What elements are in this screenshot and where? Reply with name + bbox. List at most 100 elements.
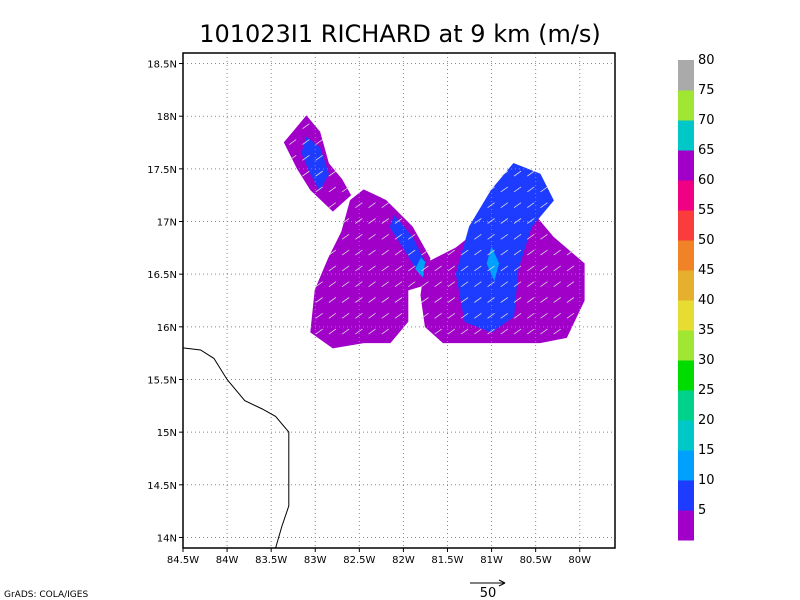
y-tick-label: 18.5N: [147, 60, 177, 71]
colorbar-label: 65: [698, 143, 715, 158]
colorbar-label: 75: [698, 83, 715, 98]
wind-vector: [500, 297, 509, 303]
x-tick-label: 82.5W: [343, 555, 375, 566]
wind-vector: [553, 328, 561, 335]
wind-vector: [421, 312, 429, 319]
wind-vector: [513, 297, 522, 303]
wind-vector: [341, 297, 350, 303]
wind-vector: [355, 312, 363, 319]
wind-vector: [394, 265, 403, 272]
colorbar-swatch: [678, 90, 694, 121]
wind-vector: [328, 170, 337, 177]
wind-vector: [315, 312, 323, 319]
wind-vector: [434, 328, 442, 335]
colorbar-swatch: [678, 180, 694, 211]
wind-vector: [487, 233, 495, 240]
wind-vector: [513, 186, 522, 193]
wind-vector: [368, 218, 376, 224]
wind-vector: [434, 297, 442, 303]
wind-vector: [513, 281, 522, 288]
colorbar-swatch: [678, 330, 694, 361]
wind-vector: [540, 312, 548, 319]
wind-vector: [487, 202, 495, 209]
reference-vector: 50: [470, 579, 506, 600]
wind-vector: [566, 249, 575, 256]
wind-vector: [368, 249, 376, 256]
wind-vector: [513, 170, 522, 177]
colorbar-label: 45: [698, 263, 715, 278]
wind-vector: [381, 281, 390, 288]
wind-vector: [394, 312, 403, 319]
colorbar-label: 10: [698, 473, 715, 488]
colorbar-swatch: [678, 210, 694, 241]
wind-vector: [540, 265, 548, 272]
x-tick-label: 80W: [568, 555, 591, 566]
colorbar-swatch: [678, 120, 694, 151]
colorbar-swatch: [678, 60, 694, 91]
wind-vector: [381, 328, 390, 335]
wind-vector: [447, 328, 456, 335]
wind-vector: [288, 139, 297, 145]
wind-vector: [513, 265, 522, 272]
colorbar-swatch: [678, 270, 694, 301]
wind-vector: [355, 202, 363, 209]
colorbar-label: 35: [698, 323, 715, 338]
wind-vector: [513, 312, 522, 319]
wind-vector: [394, 297, 403, 303]
wind-vector: [341, 233, 350, 240]
y-tick-label: 15.5N: [147, 375, 177, 386]
wind-vector: [500, 265, 509, 272]
y-tick-label: 14.5N: [147, 481, 177, 492]
wind-vector: [513, 328, 522, 335]
x-tick-label: 84W: [216, 555, 239, 566]
wind-vector: [500, 328, 509, 335]
colorbar-label: 5: [698, 503, 706, 518]
wind-vector: [341, 328, 350, 335]
colorbar-label: 15: [698, 443, 715, 458]
y-axis-ticks: 14N 14.5N 15N 15.5N 16N 16.5N 17N 17.5N 18N 18.5N: [147, 60, 183, 544]
y-tick-label: 14N: [157, 533, 177, 544]
wind-vector: [540, 186, 548, 193]
x-tick-label: 83.5W: [255, 555, 287, 566]
wind-vector: [328, 265, 337, 272]
colorbar-swatch: [678, 300, 694, 331]
colorbar-label: 80: [698, 53, 715, 68]
wind-vector: [553, 297, 561, 303]
wind-vector: [527, 186, 535, 193]
colorbar-label: 50: [698, 233, 715, 248]
wind-vector: [540, 297, 548, 303]
colorbar-swatch: [678, 420, 694, 451]
wind-vector: [513, 202, 522, 209]
wind-vector: [513, 218, 522, 224]
wind-vector: [527, 202, 535, 209]
wind-vector: [341, 218, 350, 224]
wind-vector: [527, 312, 535, 319]
wind-vector: [460, 265, 469, 272]
wind-vector: [368, 265, 376, 272]
wind-vector: [500, 233, 509, 240]
wind-vector: [447, 249, 456, 256]
wind-vector: [487, 312, 495, 319]
coastline: [182, 347, 290, 549]
wind-vector: [394, 233, 403, 240]
wind-vector: [381, 249, 390, 256]
wind-vector: [527, 265, 535, 272]
wind-vector: [355, 297, 363, 303]
reference-vector-label: 50: [480, 586, 497, 600]
x-tick-label: 83W: [304, 555, 327, 566]
wind-vector: [500, 202, 509, 209]
wind-vector: [460, 297, 469, 303]
colorbar-swatch: [678, 480, 694, 511]
wind-vector: [355, 281, 363, 288]
wind-vector: [368, 297, 376, 303]
colorbar-label: 30: [698, 353, 715, 368]
grads-credit: GrADS: COLA/IGES: [4, 590, 88, 600]
wind-vector: [540, 328, 548, 335]
wind-vector: [500, 249, 509, 256]
wind-vector: [355, 265, 363, 272]
wind-vector: [381, 233, 390, 240]
wind-vector: [407, 249, 416, 256]
wind-vector: [487, 297, 495, 303]
wind-vector: [553, 265, 561, 272]
